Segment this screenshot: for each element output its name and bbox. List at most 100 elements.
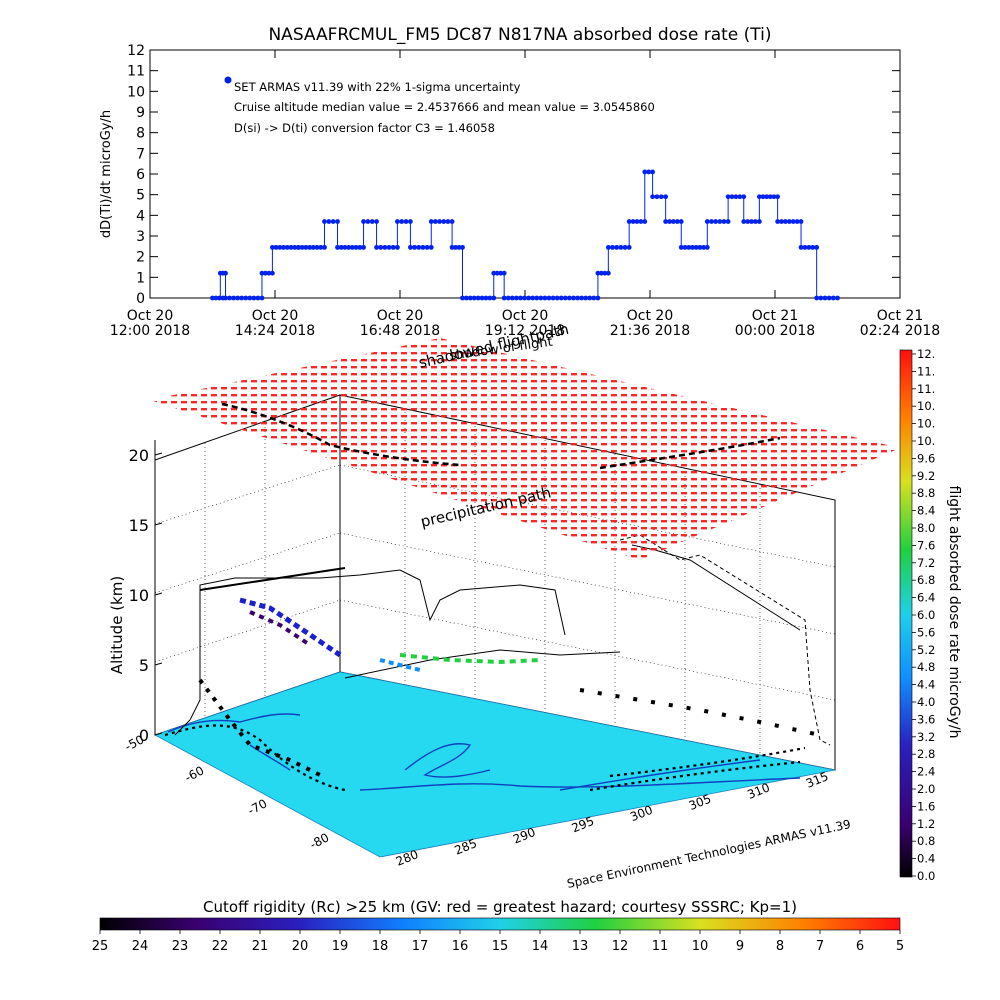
series-point	[487, 295, 493, 301]
series-point	[307, 244, 312, 250]
series-point	[646, 169, 652, 175]
colorbar-tick-label: 2.8	[917, 747, 935, 761]
latitude-tick-label: -70	[246, 796, 270, 818]
series-point	[353, 244, 359, 250]
series-point	[830, 295, 836, 301]
series-point	[760, 194, 766, 200]
credit-label: Space Environment Technologies ARMAS v11…	[566, 817, 852, 891]
rigidity-tick-label: 6	[856, 939, 864, 954]
series-point	[663, 219, 669, 224]
x-tick-label-date: Oct 20	[252, 308, 298, 324]
dose-colorbar: 12. 11. 11. 10. 10. 10. 9.6 9.2 8.8 8.4 8.0 7.6 7.2 6…	[899, 347, 962, 883]
series-point	[467, 295, 473, 301]
series-point	[591, 295, 597, 301]
series-point	[790, 219, 796, 224]
series-point	[764, 194, 770, 200]
colorbar-tick-label: 6.8	[917, 573, 935, 587]
series-point	[314, 244, 320, 250]
rigidity-tick-label: 17	[412, 939, 429, 954]
series-point	[713, 219, 719, 224]
y-tick-label: 9	[136, 105, 145, 121]
series-point	[456, 244, 462, 250]
series-point	[802, 244, 808, 250]
series-point	[587, 295, 593, 301]
colorbar-tick-label: 5.2	[917, 643, 935, 657]
series-point	[255, 295, 261, 301]
series-point	[299, 244, 305, 250]
y-tick-label: 5	[136, 188, 145, 204]
altitude-tick-label: 10	[129, 586, 149, 605]
series-point	[775, 219, 781, 224]
colorbar-tick-label: 9.2	[917, 469, 935, 483]
rigidity-tick-label: 12	[612, 939, 629, 954]
series-point	[513, 295, 519, 301]
series-point	[729, 194, 735, 200]
latitude-tick-label: -80	[308, 830, 332, 852]
series-point	[697, 244, 703, 250]
series-point	[399, 219, 405, 224]
series-point	[433, 219, 438, 224]
series-point	[571, 295, 576, 301]
y-tick-label: 11	[127, 64, 145, 80]
series-point	[806, 244, 812, 250]
colorbar-tick-label: 4.8	[917, 660, 935, 674]
series-point	[318, 244, 324, 250]
series-point	[288, 244, 294, 250]
series-point	[303, 244, 309, 250]
series-point	[610, 244, 615, 250]
series-point	[678, 244, 684, 250]
series-point	[725, 219, 731, 224]
series-point	[674, 219, 680, 224]
series-point	[595, 270, 601, 276]
series-point	[441, 219, 447, 224]
series-point	[579, 295, 585, 301]
rigidity-tick-label: 25	[92, 939, 109, 954]
dose-colorbar-gradient	[899, 349, 913, 878]
y-tick-label: 12	[127, 43, 145, 59]
three-d-view: shadowed flightpath shadow of flight pre…	[108, 320, 900, 891]
x-tick-label-time: 02:24 2018	[860, 323, 940, 339]
y-tick-label: 0	[136, 291, 145, 307]
series-point	[554, 295, 560, 301]
altitude-tick-mark	[154, 522, 163, 526]
x-tick-label-time: 14:24 2018	[235, 323, 315, 339]
series-point	[771, 194, 777, 200]
colorbar-tick-label: 10.	[917, 434, 935, 448]
series-point	[690, 244, 695, 250]
series-point	[342, 244, 348, 250]
series-point	[783, 219, 788, 224]
legend-note-median: Cruise altitude median value = 2.4537666…	[234, 100, 655, 114]
series-point	[494, 270, 500, 276]
series-point	[682, 244, 688, 250]
x-tick-label-date: Oct 20	[502, 308, 548, 324]
series-point	[810, 244, 816, 250]
top-chart-series	[210, 169, 840, 301]
x-tick-label-time: 12:00 2018	[110, 323, 190, 339]
rigidity-tick-label: 18	[372, 939, 389, 954]
series-point	[642, 169, 648, 175]
series-point	[326, 219, 332, 224]
series-point	[667, 219, 672, 224]
series-point	[491, 270, 497, 276]
series-point	[424, 244, 430, 250]
shadow-flightpath-overlay	[221, 402, 781, 470]
colorbar-tick-label: 1.2	[917, 817, 935, 831]
series-point	[453, 244, 458, 250]
colorbar-tick-label: 4.4	[917, 678, 935, 692]
series-point	[361, 219, 366, 224]
y-tick-label: 2	[136, 250, 145, 266]
series-point	[235, 295, 241, 301]
rigidity-tick-label: 11	[652, 939, 669, 954]
colorbar-tick-label: 8.4	[917, 504, 935, 518]
series-point	[618, 244, 624, 250]
series-point	[749, 219, 754, 224]
series-point	[210, 295, 215, 301]
series-point	[542, 295, 548, 301]
colorbar-tick-label: 6.4	[917, 591, 935, 605]
series-point	[826, 295, 832, 301]
colorbar-tick-label: 12.	[917, 347, 935, 361]
series-point	[658, 194, 664, 200]
series-point	[638, 219, 644, 224]
